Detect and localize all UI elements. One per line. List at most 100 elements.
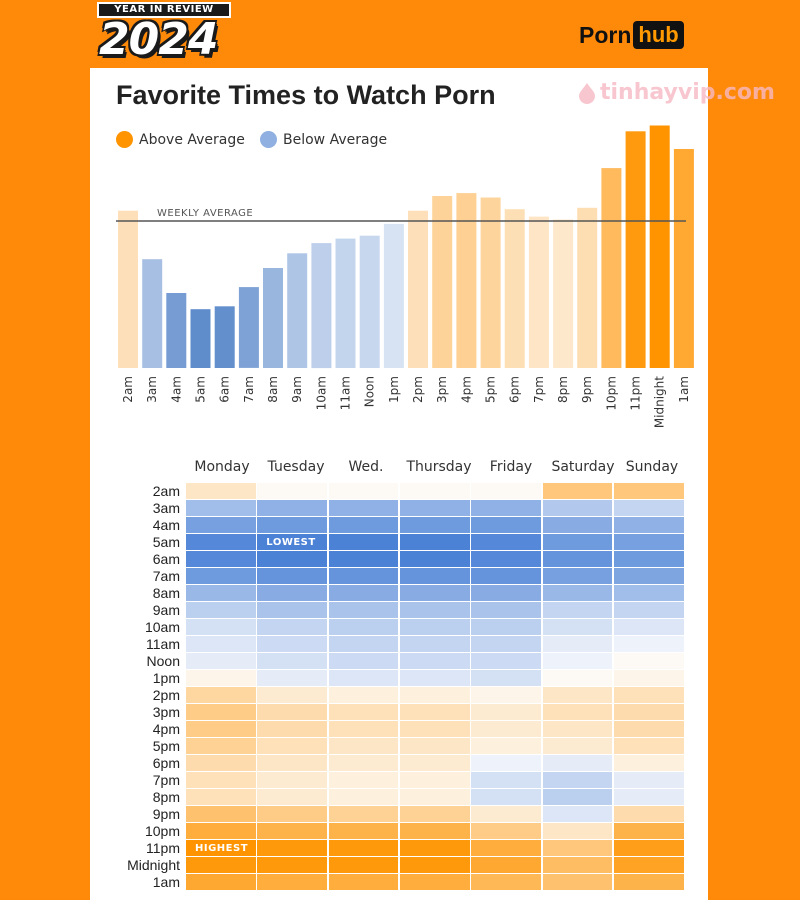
heatmap-cell: [257, 602, 328, 618]
bar-4am: [166, 293, 187, 368]
heatmap-cell: [542, 772, 613, 788]
heatmap-cell: [399, 874, 470, 890]
heatmap-cell: [328, 653, 399, 669]
heatmap-cell: [257, 738, 328, 754]
heatmap-row-label: 3am: [152, 500, 180, 516]
heatmap-cell: [542, 619, 613, 635]
heatmap-cell: [471, 534, 541, 550]
brand-logo: Porn hub: [579, 20, 684, 50]
heatmap-cell: [186, 602, 256, 618]
heatmap-cell: [613, 721, 684, 737]
heatmap-cell: [186, 840, 256, 856]
heatmap-row-label: 7am: [152, 568, 180, 584]
heatmap-cell: [471, 551, 541, 567]
heatmap-row-label: 6pm: [152, 755, 180, 771]
heatmap-cell: [613, 857, 684, 873]
bar-1am: [673, 149, 694, 368]
heatmap-cell: [399, 806, 470, 822]
x-tick-label: 1pm: [387, 376, 401, 403]
heatmap-cell: [471, 874, 541, 890]
bar-5am: [190, 309, 211, 368]
heatmap-cell: [186, 534, 256, 550]
x-tick-label: 8am: [266, 376, 280, 403]
x-tick-label: 2pm: [411, 376, 425, 403]
heatmap-cell: [471, 670, 541, 686]
heatmap-cell: [328, 551, 399, 567]
bar-5pm: [480, 197, 501, 368]
heatmap-cell: [471, 653, 541, 669]
heatmap-row-label: 9am: [152, 602, 180, 618]
heatmap-cell: [399, 534, 470, 550]
x-tick-label: 5am: [194, 376, 208, 403]
heatmap-cell: [613, 500, 684, 516]
heatmap-cell: [471, 500, 541, 516]
x-tick-label: 8pm: [556, 376, 570, 403]
year-in-review-badge: YEAR IN REVIEW 2024: [97, 2, 235, 64]
hourly-bar-chart: 2am 3am 4am 5am 6am 7am 8am 9am 10am 11am Noon 1pm 2…: [116, 125, 694, 428]
legend-item-above-average: Above Average: [116, 131, 245, 148]
heatmap-cell: [328, 772, 399, 788]
heatmap-cell: [257, 534, 328, 550]
heatmap-cell: [399, 823, 470, 839]
bar-6pm: [504, 209, 525, 368]
heatmap-cell: [613, 704, 684, 720]
heatmap-cell: [257, 857, 328, 873]
heatmap-cell: [257, 687, 328, 703]
heatmap-row-label: 3pm: [152, 704, 180, 720]
heatmap-cell: [399, 653, 470, 669]
bar-9pm: [577, 207, 598, 368]
heatmap-cell: [471, 585, 541, 601]
heatmap-cell: [471, 721, 541, 737]
heatmap-cell: [257, 483, 328, 499]
bar-3am: [142, 259, 163, 368]
x-tick-label: 3am: [145, 376, 159, 403]
watermark: tinhayvip.com: [578, 80, 775, 105]
heatmap-cell: [257, 721, 328, 737]
heatmap-cell: [257, 789, 328, 805]
heatmap-cell: [186, 500, 256, 516]
heatmap-cell: [328, 483, 399, 499]
bar-noon: [359, 235, 380, 368]
heatmap-cell: [542, 874, 613, 890]
heatmap-cell: [186, 738, 256, 754]
heatmap-cell: [257, 619, 328, 635]
heatmap-cell: [257, 704, 328, 720]
bar-7am: [238, 287, 259, 368]
heatmap-cell: [471, 840, 541, 856]
bar-midnight: [649, 125, 670, 368]
heatmap-cell: [257, 636, 328, 652]
heatmap-cell: [186, 806, 256, 822]
heatmap-cell: [328, 789, 399, 805]
heatmap-row-label: 2am: [152, 483, 180, 499]
heatmap-cell: [328, 857, 399, 873]
heatmap-cell: [399, 687, 470, 703]
heatmap-row-label: 1pm: [152, 670, 180, 686]
heatmap-cell: [328, 568, 399, 584]
brand-logo-box: hub: [633, 21, 684, 49]
heatmap-cell: [613, 534, 684, 550]
heatmap-cell: [471, 738, 541, 754]
bar-9am: [287, 253, 308, 368]
heatmap-cell: [257, 653, 328, 669]
heatmap-cell: [257, 755, 328, 771]
heatmap-cell: [542, 534, 613, 550]
x-tick-label: 9am: [290, 376, 304, 403]
heatmap-cell: [328, 500, 399, 516]
heatmap-cell: [542, 806, 613, 822]
heatmap-cell: [399, 670, 470, 686]
heatmap-cell: [399, 636, 470, 652]
heatmap-cell: [257, 500, 328, 516]
heatmap-cell: [399, 772, 470, 788]
badge-top-label: YEAR IN REVIEW: [97, 2, 231, 18]
heatmap-row-label: 7pm: [152, 772, 180, 788]
heatmap-cell: [186, 687, 256, 703]
heatmap-cell: [328, 823, 399, 839]
heatmap-cell: [399, 840, 470, 856]
heatmap-cell: [399, 738, 470, 754]
heatmap-row-label: 10pm: [144, 823, 180, 839]
heatmap-cell: [257, 840, 328, 856]
bar-10am: [311, 243, 332, 369]
bar-2pm: [408, 210, 428, 368]
heatmap-cell: [399, 483, 470, 499]
heatmap-cell: [542, 517, 613, 533]
